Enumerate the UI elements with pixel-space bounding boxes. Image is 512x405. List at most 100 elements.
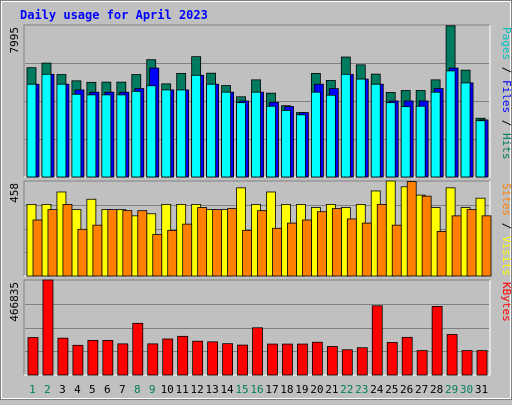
bar-pages-day-30 (460, 82, 471, 178)
x-tick-label-day-25: 25 (385, 383, 398, 396)
bar-pages-day-8 (131, 91, 142, 178)
bar-pages-day-11 (176, 89, 187, 178)
panel-pages-files-hits: 7995 Pages / Files / Hits (8, 24, 512, 178)
bar-kbytes-day-3 (57, 337, 69, 376)
bar-sites-day-10 (167, 229, 178, 277)
x-tick-label-day-9: 9 (149, 383, 156, 396)
bar-sites-day-27 (421, 195, 432, 277)
bar-kbytes-day-24 (371, 305, 383, 376)
bar-pages-day-23 (355, 78, 366, 178)
x-tick-label-day-16: 16 (250, 383, 263, 396)
x-tick-label-day-8: 8 (134, 383, 141, 396)
bar-kbytes-day-20 (311, 341, 323, 376)
bar-kbytes-day-5 (87, 340, 99, 376)
bar-pages-day-6 (101, 94, 112, 178)
x-tick-label-day-11: 11 (176, 383, 189, 396)
bar-sites-day-7 (122, 210, 133, 277)
bar-kbytes-day-31 (476, 350, 488, 376)
bar-pages-day-22 (340, 73, 351, 178)
bar-sites-day-20 (316, 211, 327, 277)
bar-sites-day-18 (287, 222, 297, 277)
plot-border-shadow (23, 279, 490, 375)
bar-sites-day-14 (227, 208, 237, 277)
bar-sites-day-31 (481, 215, 492, 277)
y-max-label-top: 7995 (8, 27, 21, 54)
x-tick-label-day-24: 24 (370, 383, 384, 396)
bar-sites-day-17 (272, 227, 282, 277)
bar-pages-day-15 (236, 102, 246, 178)
legend-part: Hits (500, 133, 512, 160)
legend-part: Pages (500, 27, 512, 60)
bar-kbytes-day-14 (222, 343, 233, 376)
bar-kbytes-day-26 (401, 336, 413, 376)
bar-sites-day-26 (406, 181, 417, 277)
bar-pages-day-9 (146, 85, 157, 178)
bar-sites-day-6 (107, 209, 118, 277)
x-tick-label-day-5: 5 (89, 383, 96, 396)
bar-kbytes-day-12 (192, 340, 204, 376)
bar-kbytes-day-18 (282, 343, 293, 376)
bar-kbytes-day-15 (237, 344, 248, 376)
x-tick-label-day-26: 26 (400, 383, 413, 396)
bar-kbytes-day-6 (102, 340, 114, 376)
bar-sites-day-3 (62, 204, 73, 277)
bar-pages-day-18 (281, 110, 291, 178)
x-tick-label-day-3: 3 (59, 383, 66, 396)
bar-kbytes-day-11 (177, 335, 189, 376)
x-tick-label-day-2: 2 (44, 383, 51, 396)
x-tick-label-day-10: 10 (161, 383, 174, 396)
bar-sites-day-2 (47, 209, 58, 277)
bar-kbytes-day-4 (72, 344, 84, 376)
bar-pages-day-29 (445, 70, 456, 178)
x-tick-label-day-30: 30 (460, 383, 473, 396)
x-tick-label-day-7: 7 (119, 383, 126, 396)
legend-part: / (500, 216, 512, 236)
bar-sites-day-29 (451, 215, 462, 277)
plot-border-shadow (23, 24, 490, 177)
bar-pages-day-24 (370, 83, 381, 178)
bar-pages-day-1 (26, 83, 37, 178)
x-tick-label-day-28: 28 (430, 383, 443, 396)
bar-pages-day-3 (56, 83, 67, 178)
bar-pages-day-31 (475, 120, 486, 178)
bar-kbytes-day-13 (207, 341, 219, 376)
bar-kbytes-day-8 (132, 322, 144, 376)
bar-sites-day-13 (212, 209, 223, 277)
bar-kbytes-day-23 (356, 347, 368, 376)
plot-border-shadow (23, 180, 490, 276)
bar-pages-day-21 (325, 94, 336, 178)
x-tick-label-day-15: 15 (235, 383, 248, 396)
bar-pages-day-7 (116, 94, 127, 178)
bar-sites-day-1 (32, 219, 43, 277)
legend-part: Visits (500, 236, 512, 276)
bar-pages-day-17 (266, 105, 276, 178)
bar-kbytes-day-2 (42, 279, 54, 376)
bar-sites-day-22 (346, 218, 357, 277)
bar-kbytes-day-9 (147, 343, 159, 376)
bar-kbytes-day-27 (416, 350, 428, 376)
x-tick-label-day-14: 14 (220, 383, 234, 396)
bar-sites-day-5 (92, 224, 103, 277)
bar-kbytes-day-25 (386, 342, 398, 376)
bar-pages-day-4 (71, 93, 82, 178)
legend-bottom: KBytes (500, 282, 512, 322)
bar-pages-day-28 (430, 91, 441, 178)
x-tick-label-day-19: 19 (295, 383, 308, 396)
y-max-label-middle: 458 (8, 183, 21, 203)
bar-kbytes-day-29 (446, 334, 458, 376)
x-tick-label-day-6: 6 (104, 383, 111, 396)
x-tick-label-day-31: 31 (475, 383, 488, 396)
legend-part: KBytes (500, 282, 512, 322)
x-tick-label-day-13: 13 (205, 383, 218, 396)
bar-sites-day-25 (391, 224, 402, 277)
x-tick-label-day-17: 17 (265, 383, 278, 396)
bar-pages-day-13 (206, 83, 217, 178)
panel-kbytes: 466835 KBytes (8, 279, 512, 376)
bar-pages-day-27 (415, 105, 426, 178)
legend-part: / (500, 113, 512, 133)
x-tick-label-day-12: 12 (191, 383, 204, 396)
bar-pages-day-14 (221, 91, 231, 178)
bar-kbytes-day-22 (341, 349, 353, 376)
